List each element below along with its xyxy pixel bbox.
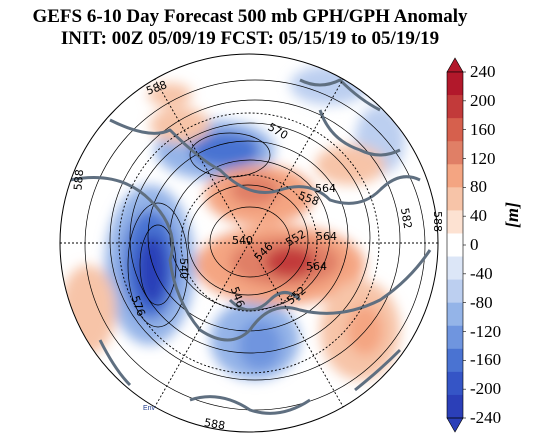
colorbar-swatch	[447, 118, 463, 142]
colorbar-tick-label: -240	[470, 408, 502, 427]
colorbar	[446, 57, 466, 433]
contour-label: 588	[203, 416, 226, 432]
colorbar-swatch	[447, 325, 463, 350]
colorbar-swatch	[447, 210, 463, 234]
colorbar-tick-label: -120	[470, 321, 502, 341]
colorbar-tick-label: 0	[470, 235, 479, 254]
title-line-2: INIT: 00Z 05/09/19 FCST: 05/15/19 to 05/…	[60, 28, 440, 49]
colorbar-tick-label: 240	[470, 62, 496, 81]
contour-label: 540	[232, 234, 253, 247]
contour-label: 564	[315, 182, 336, 195]
contour-label: 588	[431, 211, 444, 232]
colorbar-tick-label: 160	[470, 119, 496, 139]
contour-label: 564	[316, 230, 337, 243]
colorbar-swatch	[447, 95, 463, 119]
colorbar-swatch	[447, 394, 463, 419]
colorbar-tick-label: 200	[470, 90, 496, 110]
colorbar-swatch	[447, 302, 463, 327]
colorbar-tick-label: -80	[470, 292, 493, 312]
contour-label: 564	[306, 260, 327, 273]
colorbar-swatch	[447, 256, 463, 281]
colorbar-min-arrow	[446, 417, 464, 433]
colorbar-swatch	[447, 164, 463, 188]
colorbar-swatch	[447, 141, 463, 165]
map-boundary	[59, 53, 439, 433]
contour-label: 540	[177, 258, 190, 279]
colorbar-max-arrow	[446, 57, 464, 73]
colorbar-tick-label: -160	[470, 350, 502, 370]
credit-text: Env	[143, 405, 156, 412]
anomaly-field	[60, 54, 438, 432]
colorbar-swatch	[447, 279, 463, 304]
contour-label: 588	[71, 169, 86, 191]
colorbar-swatch	[447, 348, 463, 373]
title-line-1: GEFS 6-10 Day Forecast 500 mb GPH/GPH An…	[32, 6, 468, 27]
colorbar-swatch	[447, 187, 463, 211]
colorbar-tick-label: 40	[470, 206, 487, 226]
map-title: GEFS 6-10 Day Forecast 500 mb GPH/GPH An…	[0, 6, 500, 50]
contour-label: 582	[398, 207, 414, 230]
colorbar-tick-label: 120	[470, 148, 496, 168]
colorbar-swatch	[447, 371, 463, 396]
colorbar-unit: [m]	[502, 202, 522, 228]
colorbar-tick-label: 80	[470, 177, 487, 197]
colorbar-swatch	[447, 72, 463, 96]
colorbar-tick-label: -40	[470, 263, 493, 283]
colorbar-swatch	[447, 233, 463, 258]
colorbar-tick-label: -200	[470, 379, 502, 399]
lat-lon-grid	[60, 75, 438, 411]
coastlines	[69, 78, 432, 415]
